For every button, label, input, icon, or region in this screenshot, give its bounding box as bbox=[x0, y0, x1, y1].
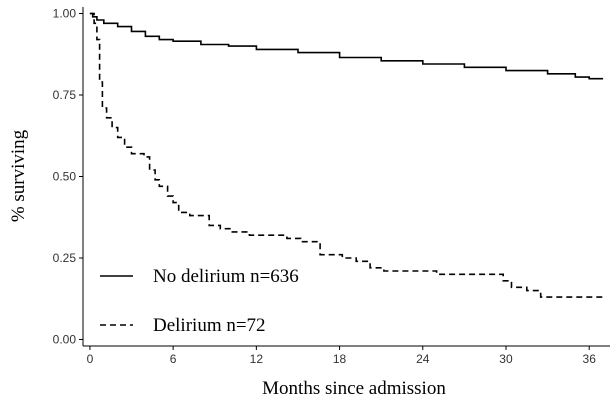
x-axis-ticks: 0 6 12 18 24 30 36 bbox=[87, 346, 597, 366]
x-tick-label: 6 bbox=[170, 352, 177, 366]
legend: No delirium n=636 Delirium n=72 bbox=[100, 266, 299, 336]
legend-label-no-delirium: No delirium n=636 bbox=[153, 266, 299, 287]
y-tick-label: 0.75 bbox=[53, 88, 77, 102]
y-tick-label: 0.50 bbox=[53, 170, 77, 184]
y-axis-title: % surviving bbox=[8, 129, 29, 222]
survival-curve-no-delirium bbox=[89, 12, 604, 80]
x-tick-label: 0 bbox=[87, 352, 94, 366]
y-tick-label: 0.25 bbox=[53, 251, 77, 265]
y-axis-ticks: 0.00 0.25 0.50 0.75 1.00 bbox=[53, 7, 83, 346]
x-tick-label: 12 bbox=[250, 352, 264, 366]
y-tick-label: 0.00 bbox=[53, 332, 77, 346]
legend-label-delirium: Delirium n=72 bbox=[153, 315, 266, 336]
y-tick-label: 1.00 bbox=[53, 7, 77, 21]
x-tick-label: 24 bbox=[416, 352, 430, 366]
x-tick-label: 30 bbox=[499, 352, 513, 366]
survival-curves bbox=[89, 12, 604, 298]
x-tick-label: 18 bbox=[333, 352, 347, 366]
survival-curve-delirium bbox=[89, 12, 604, 298]
x-tick-label: 36 bbox=[583, 352, 597, 366]
x-axis-title: Months since admission bbox=[262, 378, 446, 399]
